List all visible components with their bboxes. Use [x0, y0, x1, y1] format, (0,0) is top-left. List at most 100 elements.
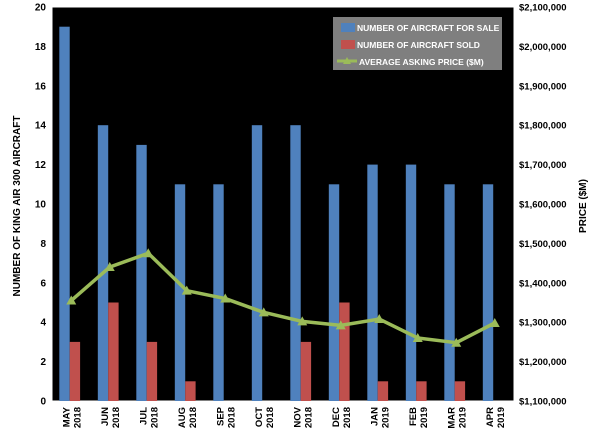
y2-tick-label: $1,800,000: [519, 121, 567, 132]
y2-tick-label: $1,400,000: [519, 278, 567, 289]
left-axis: 0 2 4 6 8 10 12 14 16 18 20: [35, 3, 47, 408]
price-marker: [451, 337, 462, 347]
y2-tick-label: $1,100,000: [519, 397, 567, 408]
bar-sold: [108, 302, 119, 401]
y-tick-label: 8: [40, 239, 46, 250]
y-axis-label: NUMBER OF KING AIR 300 AIRCRAFT: [12, 116, 23, 297]
x-tick-label: FEB2019: [408, 407, 430, 428]
price-marker: [489, 317, 500, 327]
x-tick-label: DEC2018: [331, 407, 353, 428]
x-tick-year: 2019: [496, 407, 507, 428]
legend-item-sold: NUMBER OF AIRCRAFT SOLD: [341, 40, 480, 50]
bar-sold: [339, 302, 350, 401]
y2-tick-label: $2,000,000: [519, 42, 567, 53]
y-tick-label: 10: [35, 200, 47, 211]
x-tick-year: 2018: [188, 407, 199, 428]
price-marker: [181, 285, 192, 295]
bar-for-sale: [213, 184, 224, 401]
x-tick-month: SEP: [215, 406, 226, 426]
x-tick-month: JUL: [138, 407, 149, 425]
bar-for-sale: [482, 184, 494, 401]
x-tick-month: JAN: [369, 407, 380, 426]
y-tick-label: 20: [35, 3, 47, 14]
x-tick-month: OCT: [254, 407, 265, 427]
x-tick-year: 2019: [457, 407, 468, 428]
x-tick-year: 2018: [303, 407, 314, 428]
x-tick-month: JUN: [100, 407, 111, 426]
x-tick-year: 2018: [149, 407, 160, 428]
x-tick-month: MAY: [61, 406, 72, 427]
x-axis: MAY2018 JUN2018 JUL2018 AUG2018 SEP2018 OCT20…: [61, 406, 507, 428]
bar-sold: [300, 341, 312, 401]
x-tick-month: FEB: [408, 407, 419, 426]
legend-label-price: AVERAGE ASKING PRICE ($M): [359, 57, 484, 67]
bar-for-sale: [328, 184, 340, 401]
right-axis: $1,100,000 $1,200,000 $1,300,000 $1,400,000…: [519, 3, 567, 408]
y-tick-label: 0: [40, 397, 46, 408]
bar-sold: [146, 341, 158, 401]
legend-swatch-for-sale: [341, 23, 355, 32]
plot-area: [51, 6, 515, 402]
x-tick-label: AUG2018: [177, 407, 199, 428]
price-line: [70, 251, 496, 345]
legend-box: [333, 17, 502, 70]
y-tick-label: 4: [40, 318, 46, 329]
bar-series: [59, 26, 494, 401]
price-marker: [258, 307, 269, 317]
x-tick-year: 2018: [111, 407, 122, 428]
y-tick-label: 12: [35, 160, 47, 171]
price-marker: [297, 316, 308, 326]
x-tick-year: 2018: [72, 407, 83, 428]
y-tick-label: 14: [35, 121, 47, 132]
y2-tick-label: $2,100,000: [519, 3, 567, 14]
x-tick-month: NOV: [292, 406, 303, 427]
x-tick-month: AUG: [177, 407, 188, 428]
y2-tick-label: $1,900,000: [519, 81, 567, 92]
price-marker: [374, 314, 385, 324]
x-tick-year: 2019: [380, 407, 391, 428]
x-tick-month: APR: [485, 407, 496, 427]
y-tick-label: 16: [35, 81, 47, 92]
price-marker: [220, 293, 231, 303]
x-tick-label: OCT2018: [254, 407, 276, 428]
x-tick-label: SEP2018: [215, 406, 237, 428]
bar-for-sale: [97, 125, 109, 401]
y2-tick-label: $1,700,000: [519, 160, 567, 171]
price-marker: [143, 248, 154, 258]
legend-item-for-sale: NUMBER OF AIRCRAFT FOR SALE: [341, 23, 500, 33]
x-tick-year: 2019: [419, 407, 430, 428]
bar-for-sale: [136, 144, 147, 401]
bar-for-sale: [405, 164, 417, 401]
y-tick-label: 2: [40, 357, 46, 368]
bar-sold: [416, 381, 427, 401]
y2-tick-label: $1,200,000: [519, 357, 567, 368]
price-marker: [104, 262, 115, 272]
x-tick-label: JUN2018: [100, 407, 122, 428]
legend-swatch-marker-price: [343, 57, 351, 64]
y2-tick-label: $1,500,000: [519, 239, 567, 250]
x-tick-label: NOV2018: [292, 406, 314, 428]
bar-for-sale: [59, 26, 70, 401]
x-tick-label: MAY2018: [61, 406, 83, 428]
line-series: [66, 248, 500, 347]
x-tick-year: 2018: [226, 407, 237, 428]
bar-for-sale: [444, 184, 455, 401]
bar-sold: [69, 341, 81, 401]
bar-for-sale: [251, 125, 263, 401]
legend-swatch-sold: [341, 40, 355, 49]
y-tick-label: 6: [40, 278, 46, 289]
bar-sold: [377, 381, 389, 401]
x-tick-year: 2018: [342, 407, 353, 428]
y2-axis-label: PRICE ($M): [578, 179, 589, 233]
y2-tick-label: $1,300,000: [519, 318, 567, 329]
legend-item-price: AVERAGE ASKING PRICE ($M): [337, 57, 484, 67]
x-tick-month: DEC: [331, 407, 342, 427]
y-tick-label: 18: [35, 42, 47, 53]
x-tick-month: MAR: [446, 407, 457, 429]
bar-for-sale: [367, 164, 378, 401]
price-marker: [412, 332, 423, 342]
y2-tick-label: $1,600,000: [519, 200, 567, 211]
x-tick-label: JAN2019: [369, 407, 391, 428]
legend: NUMBER OF AIRCRAFT FOR SALE NUMBER OF AI…: [333, 17, 502, 70]
